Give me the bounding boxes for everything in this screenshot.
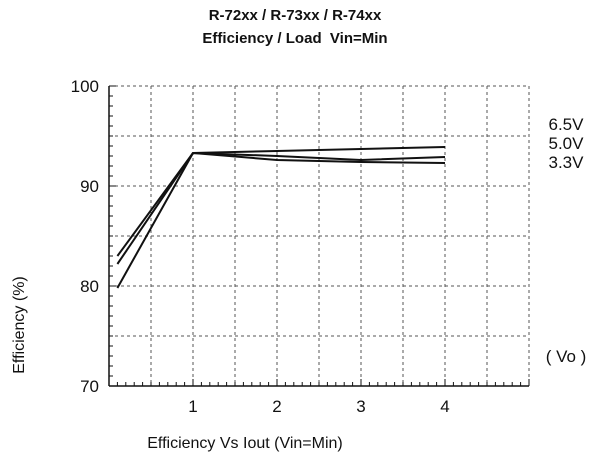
y-tick-label: 70 <box>80 377 99 396</box>
grid-layer <box>109 85 530 386</box>
legend-layer: 6.5V5.0V3.3V ( Vo ) <box>546 115 587 366</box>
y-tick-label: 100 <box>71 77 99 96</box>
y-tick-label: 90 <box>80 177 99 196</box>
chart-subtitle: Efficiency / Load Vin=Min <box>202 30 387 47</box>
series-line-3 <box>116 152 446 289</box>
series-line-2 <box>116 152 446 265</box>
y-axis-label: Efficiency (%) <box>11 276 28 374</box>
y-tick-label: 80 <box>80 277 99 296</box>
series-line-1 <box>116 146 446 257</box>
legend-title: ( Vo ) <box>546 347 587 366</box>
x-tick-label: 4 <box>440 397 449 416</box>
x-tick-label: 2 <box>272 397 281 416</box>
x-tick-label: 1 <box>188 397 197 416</box>
series-layer <box>116 146 446 289</box>
chart-title: R-72xx / R-73xx / R-74xx <box>209 7 382 24</box>
x-axis-label: Efficiency Vs Iout (Vin=Min) <box>147 435 343 452</box>
legend-entry: 6.5V <box>549 115 585 134</box>
axes-layer: 70 80 90 100 1 2 3 4 <box>71 77 530 416</box>
x-tick-label: 3 <box>356 397 365 416</box>
legend-entry: 3.3V <box>549 153 585 172</box>
legend-entry: 5.0V <box>549 134 585 153</box>
